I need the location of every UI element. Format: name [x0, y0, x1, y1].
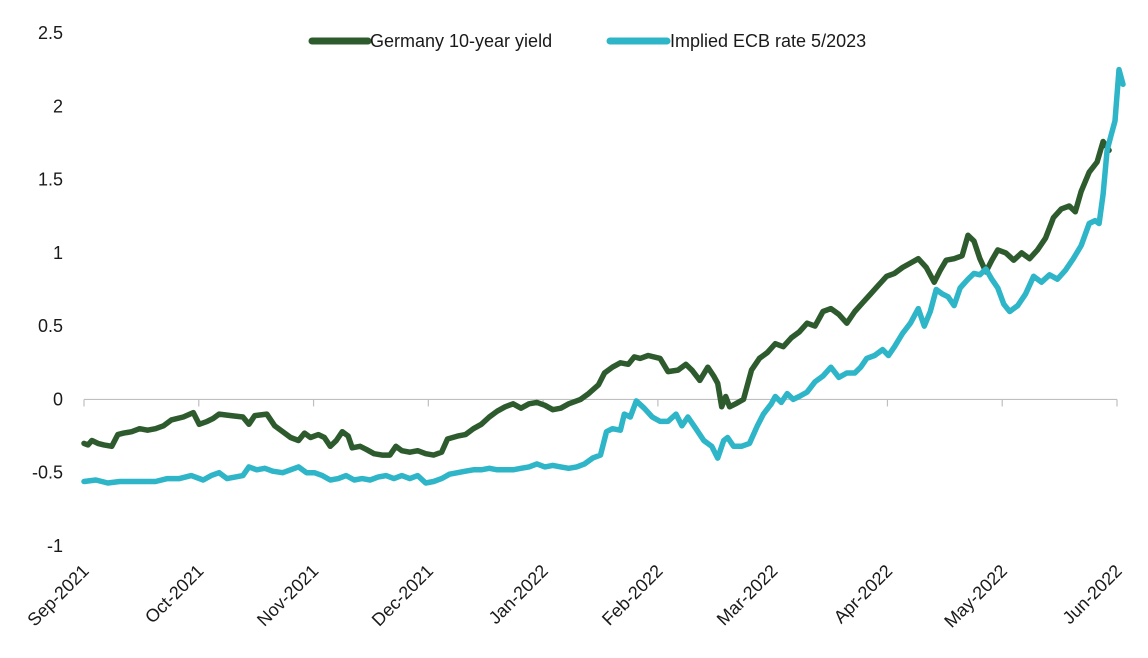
y-axis-tick-labels: 2.5 2 1.5 1 0.5 0 -0.5 -1: [32, 23, 63, 556]
x-tick-label: Nov-2021: [253, 561, 322, 630]
x-axis-tick-labels: Sep-2021 Oct-2021 Nov-2021 Dec-2021 Jan-2022…: [23, 561, 1125, 632]
legend: Germany 10-year yield Implied ECB rate 5/…: [308, 31, 866, 51]
y-tick-label: -0.5: [32, 463, 63, 483]
x-tick-label: Dec-2021: [368, 561, 437, 630]
x-tick-label: May-2022: [940, 561, 1011, 632]
x-tick-label: Sep-2021: [23, 561, 92, 630]
x-tick-label: Jan-2022: [485, 561, 552, 628]
y-tick-label: 0: [53, 389, 63, 409]
y-tick-label: 2: [53, 96, 63, 116]
x-tick-label: Oct-2021: [141, 561, 208, 628]
series-line-germany-10-year-yield: [81, 138, 1112, 458]
y-tick-label: 2.5: [38, 23, 63, 43]
series-lines: [81, 66, 1126, 486]
y-tick-label: 1: [53, 243, 63, 263]
x-tick-label: Apr-2022: [830, 561, 897, 628]
x-tick-label: Feb-2022: [598, 561, 667, 630]
legend-label: Germany 10-year yield: [370, 31, 552, 51]
x-axis: [83, 398, 1118, 407]
y-tick-label: -1: [47, 536, 63, 556]
x-tick-label: Mar-2022: [713, 561, 782, 630]
y-tick-label: 1.5: [38, 170, 63, 190]
y-tick-label: 0.5: [38, 316, 63, 336]
series-line-implied-ecb-rate: [81, 66, 1126, 486]
legend-label: Implied ECB rate 5/2023: [670, 31, 866, 51]
x-tick-label: Jun-2022: [1059, 561, 1126, 628]
